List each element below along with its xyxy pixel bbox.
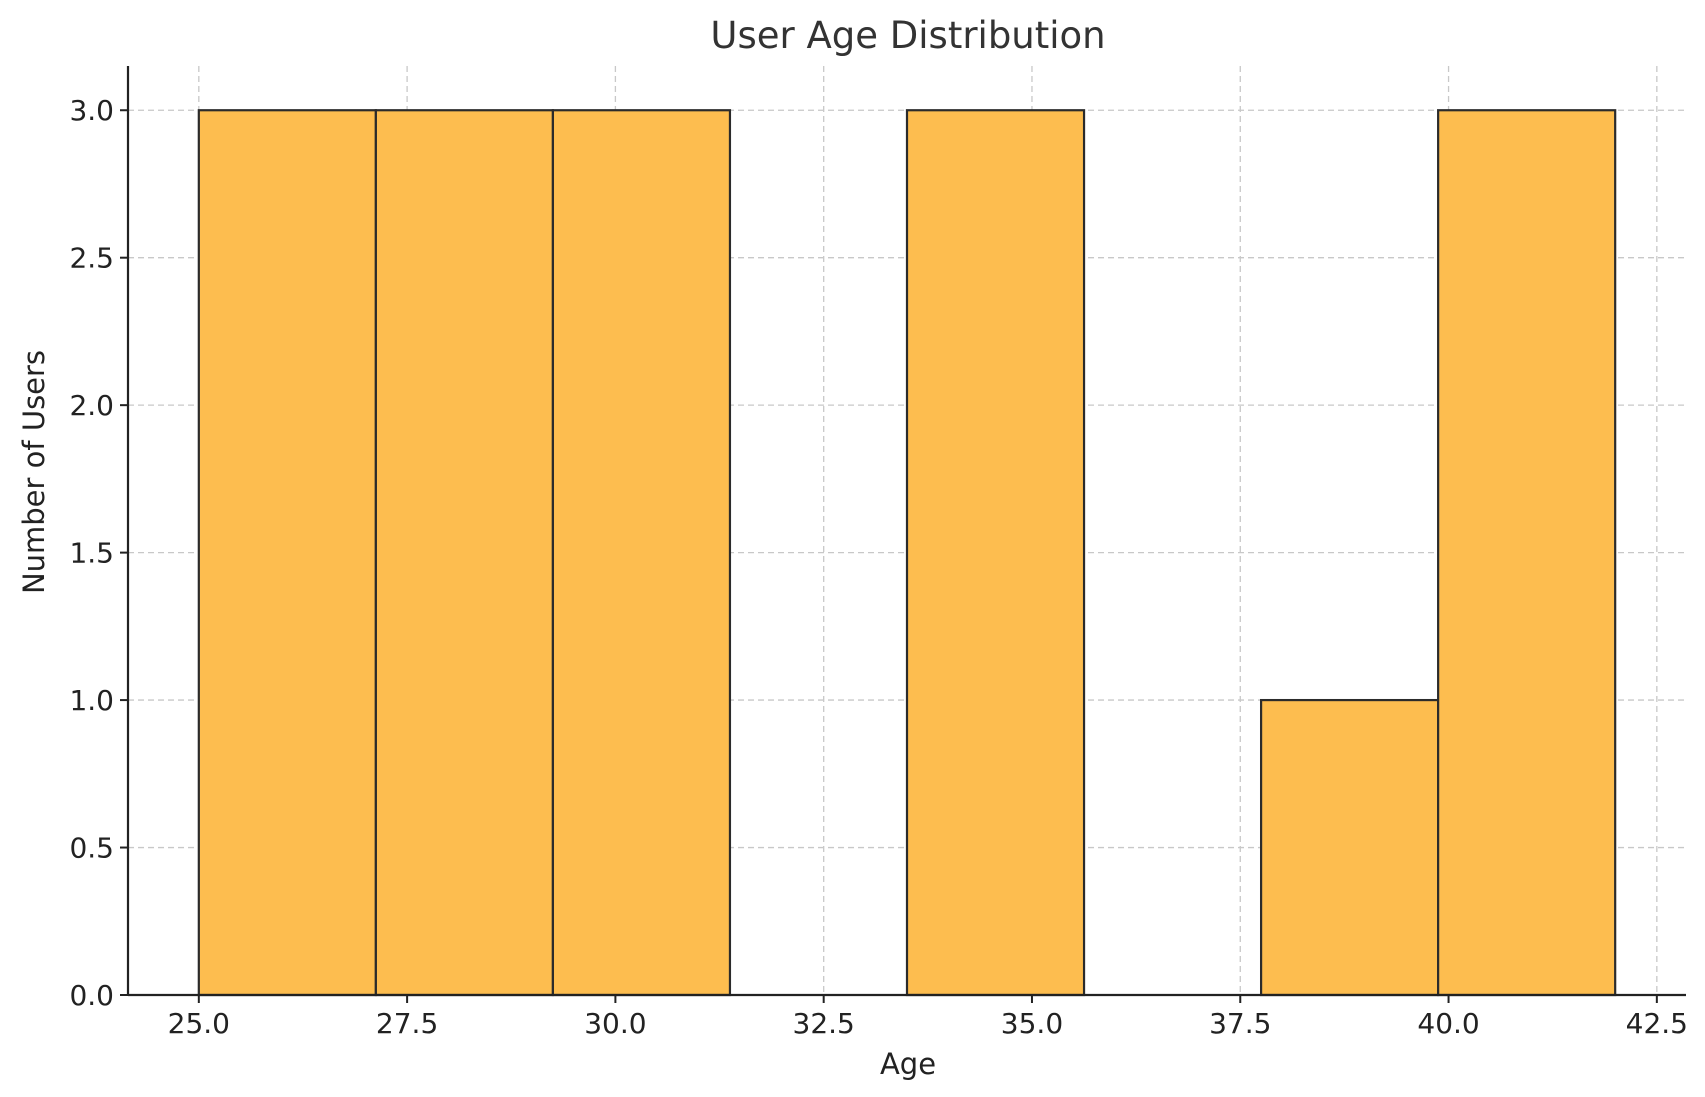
y-tick-label: 1.5	[69, 537, 114, 570]
y-tick-label: 1.0	[69, 684, 114, 717]
histogram-bar	[1437, 109, 1617, 997]
y-tick-label: 2.5	[69, 242, 114, 275]
y-tick-label: 3.0	[69, 94, 114, 127]
y-tick-label: 0.5	[69, 832, 114, 865]
histogram-bar	[197, 109, 377, 997]
y-tick-label: 0.0	[69, 979, 114, 1012]
axes	[126, 66, 1686, 997]
x-tick-label: 27.5	[376, 1007, 438, 1040]
x-tick-label: 25.0	[168, 1007, 230, 1040]
x-tick-label: 35.0	[1001, 1007, 1063, 1040]
histogram-bar	[374, 109, 555, 997]
x-tick-label: 37.5	[1209, 1007, 1271, 1040]
x-tick-label: 40.0	[1417, 1007, 1479, 1040]
x-axis-label: Age	[880, 1047, 936, 1081]
x-tick-label: 42.5	[1626, 1007, 1688, 1040]
histogram-bar	[551, 109, 732, 997]
x-tick-label: 30.0	[584, 1007, 646, 1040]
chart-title: User Age Distribution	[710, 14, 1105, 57]
x-tick-label: 32.5	[793, 1007, 855, 1040]
tick-labels: 25.0 27.5 30.0 32.5 35.0 37.5 40.0 42.5 0.0 0.5 1.…	[69, 94, 1688, 1040]
y-tick-label: 2.0	[69, 389, 114, 422]
histogram-bar	[905, 109, 1086, 997]
y-axis-label: Number of Users	[17, 350, 51, 594]
histogram-bars	[197, 109, 1617, 997]
histogram-bar	[1259, 698, 1440, 997]
